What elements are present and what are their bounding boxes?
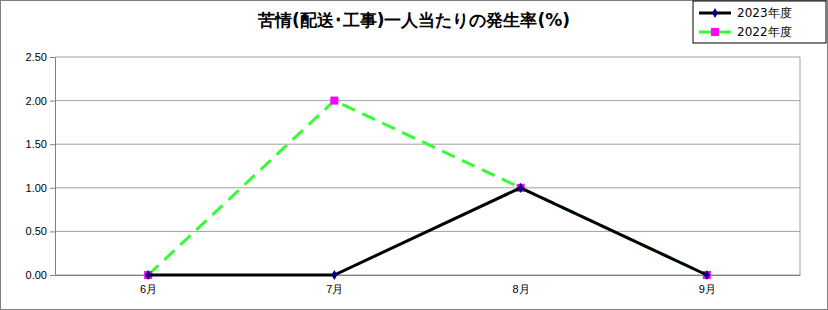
series-line [148,101,707,275]
y-tick: 0.50 [26,225,55,237]
y-tick: 2.50 [26,51,55,63]
y-tick-label: 0.50 [26,225,47,237]
y-tick-mark [50,188,55,189]
series [145,183,710,280]
marks [144,97,711,280]
series-marker [704,270,710,280]
y-tick-label: 2.50 [26,51,47,63]
plot-frame [800,57,801,275]
y-tick: 1.00 [26,182,55,194]
title: 苦情(配送･工事)一人当たりの発生率(%) [257,10,570,30]
series-marker [518,183,524,193]
grid-line [55,187,800,188]
grid-line [55,100,800,101]
series-marker [145,270,151,280]
y-tick: 2.00 [26,95,55,107]
legend-box [693,1,826,43]
y-tick-mark [50,101,55,102]
legend-label: 2022年度 [737,25,792,39]
x-tick-label: 6月 [140,283,157,295]
chart: 苦情(配送･工事)一人当たりの発生率(%) 0.00 0.50 1.00 1.50 2.0… [0,0,828,310]
y-tick-mark [50,231,55,232]
chart-frame [1,1,828,310]
y-tick-label: 2.00 [26,95,47,107]
grid-line [55,57,800,58]
x-tick: 8月 [513,275,530,295]
y-tick-mark [50,144,55,145]
y-tick-mark [50,275,55,276]
y-tick-label: 0.00 [26,269,47,281]
legend: 2023年度 2022年度 [693,1,826,43]
series-line [148,188,707,275]
y-tick: 0.00 [26,269,55,281]
series-marker [331,270,337,280]
y-tick: 1.50 [26,138,55,150]
x-tick-label: 9月 [699,283,716,295]
y-tick-label: 1.50 [26,138,47,150]
y-tick-label: 1.00 [26,182,47,194]
y-tick-mark [50,57,55,58]
x-tick-label: 8月 [513,283,530,295]
grid [55,57,800,275]
series-marker [330,97,338,105]
x-tick-label: 7月 [326,283,343,295]
legend-label: 2023年度 [737,6,792,20]
series [144,97,711,279]
legend-marker [711,28,719,36]
y-axis: 0.00 0.50 1.00 1.50 2.00 2.50 [26,51,56,281]
x-axis: 6月 7月 8月 9月 [56,275,801,295]
y-axis-line [55,58,56,276]
legend-marker [712,8,718,18]
